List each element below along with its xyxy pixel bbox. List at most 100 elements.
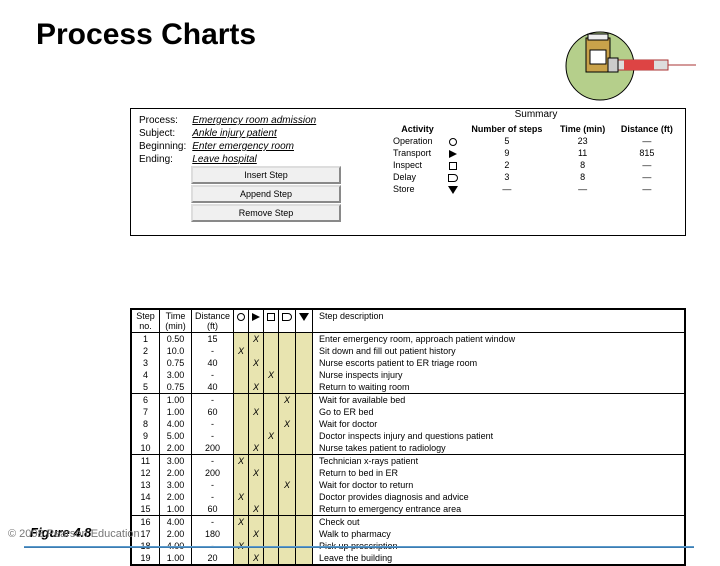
cell-time: 2.00: [160, 467, 192, 479]
cell-description: Wait for available bed: [313, 394, 685, 407]
cell-time: 5.00: [160, 430, 192, 442]
summary-time: 8: [553, 171, 613, 183]
cell-distance: -: [192, 455, 234, 468]
cell-symbol: X: [249, 333, 264, 346]
cell-time: 3.00: [160, 369, 192, 381]
summary-row: Store———: [391, 183, 681, 195]
meta-value-ending: Leave hospital: [192, 154, 320, 165]
meta-label-beginning: Beginning:: [139, 141, 190, 152]
cell-symbol: X: [249, 406, 264, 418]
summary-table: Activity Number of steps Time (min) Dist…: [391, 123, 681, 195]
cell-symbol: [249, 430, 264, 442]
cell-symbol: X: [249, 442, 264, 455]
table-row: 191.0020XLeave the building: [132, 552, 685, 565]
table-row: 30.7540 X Nurse escorts patient to ER tria…: [132, 357, 685, 369]
cell-symbol: [249, 479, 264, 491]
col-symbol-transport: [249, 310, 264, 333]
summary-time: 8: [553, 159, 613, 171]
footer-rule: [24, 546, 694, 548]
summary-header-time: Time (min): [553, 123, 613, 135]
meta-value-beginning: Enter emergency room: [192, 141, 320, 152]
cell-distance: 60: [192, 406, 234, 418]
summary-distance: —: [613, 159, 681, 171]
meta-value-subject: Ankle injury patient: [192, 128, 320, 139]
meta-label-process: Process:: [139, 115, 190, 126]
cell-symbol: X: [279, 479, 296, 491]
col-distance: Distance (ft): [192, 310, 234, 333]
cell-description: Nurse escorts patient to ER triage room: [313, 357, 685, 369]
table-row: 102.00200XNurse takes patient to radiolo…: [132, 442, 685, 455]
cell-symbol: [234, 467, 249, 479]
cell-description: Return to emergency entrance area: [313, 503, 685, 516]
summary-time: —: [553, 183, 613, 195]
cell-symbol: X: [249, 381, 264, 394]
cell-symbol: [234, 528, 249, 540]
cell-time: 2.00: [160, 528, 192, 540]
cell-step-no: 3: [132, 357, 160, 369]
table-row: 95.00-XDoctor inspects injury and questi…: [132, 430, 685, 442]
cell-symbol: [296, 455, 313, 468]
cell-symbol: X: [264, 369, 279, 381]
summary-time: 11: [553, 147, 613, 159]
append-step-button[interactable]: Append Step: [191, 185, 341, 203]
cell-time: 0.75: [160, 357, 192, 369]
col-symbol-store: [296, 310, 313, 333]
cell-distance: 180: [192, 528, 234, 540]
cell-symbol: [249, 369, 264, 381]
cell-description: Nurse takes patient to radiology: [313, 442, 685, 455]
meta-value-process: Emergency room admission: [192, 115, 320, 126]
cell-symbol: [234, 369, 249, 381]
cell-distance: -: [192, 394, 234, 407]
cell-step-no: 2: [132, 345, 160, 357]
summary-activity: Delay: [391, 171, 444, 183]
cell-symbol: [264, 503, 279, 516]
cell-symbol: [296, 357, 313, 369]
cell-symbol: [296, 381, 313, 394]
remove-step-button[interactable]: Remove Step: [191, 204, 341, 222]
cell-symbol: X: [234, 455, 249, 468]
cell-step-no: 8: [132, 418, 160, 430]
cell-distance: -: [192, 418, 234, 430]
col-step-no: Step no.: [132, 310, 160, 333]
summary-row: Transport911815: [391, 147, 681, 159]
cell-symbol: X: [249, 503, 264, 516]
cell-symbol: [234, 381, 249, 394]
cell-symbol: [264, 455, 279, 468]
cell-step-no: 6: [132, 394, 160, 407]
cell-distance: 40: [192, 381, 234, 394]
table-row: 50.7540XReturn to waiting room: [132, 381, 685, 394]
cell-symbol: [249, 418, 264, 430]
cell-time: 2.00: [160, 491, 192, 503]
meta-label-subject: Subject:: [139, 128, 190, 139]
cell-symbol: [264, 528, 279, 540]
cell-symbol: [279, 455, 296, 468]
table-row: 210.0-XSit down and fill out patient his…: [132, 345, 685, 357]
insert-step-button[interactable]: Insert Step: [191, 166, 341, 184]
cell-symbol: [264, 491, 279, 503]
cell-distance: -: [192, 345, 234, 357]
cell-symbol: [264, 394, 279, 407]
cell-distance: 20: [192, 552, 234, 565]
cell-symbol: [234, 357, 249, 369]
cell-symbol: [264, 479, 279, 491]
cell-symbol: [279, 516, 296, 529]
cell-symbol: X: [279, 418, 296, 430]
cell-description: Check out: [313, 516, 685, 529]
cell-symbol: [249, 516, 264, 529]
table-row: 151.0060XReturn to emergency entrance ar…: [132, 503, 685, 516]
summary-activity: Operation: [391, 135, 444, 147]
cell-distance: -: [192, 430, 234, 442]
cell-symbol: [279, 357, 296, 369]
cell-step-no: 7: [132, 406, 160, 418]
cell-symbol: [279, 552, 296, 565]
cell-symbol: [264, 333, 279, 346]
cell-symbol: [279, 369, 296, 381]
cell-distance: 40: [192, 357, 234, 369]
cell-description: Go to ER bed: [313, 406, 685, 418]
cell-time: 1.00: [160, 406, 192, 418]
summary-distance: —: [613, 183, 681, 195]
cell-symbol: [234, 442, 249, 455]
cell-distance: 60: [192, 503, 234, 516]
summary-steps: —: [461, 183, 552, 195]
cell-symbol: X: [249, 357, 264, 369]
